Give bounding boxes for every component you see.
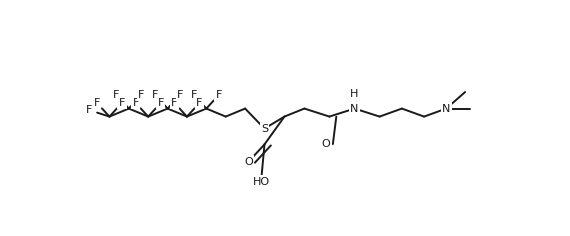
Text: F: F bbox=[113, 90, 120, 100]
Text: F: F bbox=[86, 105, 92, 115]
Text: H: H bbox=[351, 89, 359, 99]
Text: F: F bbox=[171, 98, 178, 108]
Text: N: N bbox=[351, 104, 359, 114]
Text: F: F bbox=[93, 98, 100, 108]
Text: O: O bbox=[321, 139, 331, 149]
Text: F: F bbox=[190, 90, 197, 100]
Text: O: O bbox=[244, 157, 253, 167]
Text: F: F bbox=[157, 98, 164, 108]
Text: F: F bbox=[177, 90, 184, 100]
Text: N: N bbox=[442, 104, 450, 114]
Text: F: F bbox=[196, 98, 203, 108]
Text: F: F bbox=[215, 90, 222, 100]
Text: S: S bbox=[261, 124, 268, 134]
Text: HO: HO bbox=[253, 177, 270, 187]
Text: F: F bbox=[132, 98, 139, 108]
Text: F: F bbox=[152, 90, 158, 100]
Text: F: F bbox=[138, 90, 145, 100]
Text: F: F bbox=[119, 98, 125, 108]
